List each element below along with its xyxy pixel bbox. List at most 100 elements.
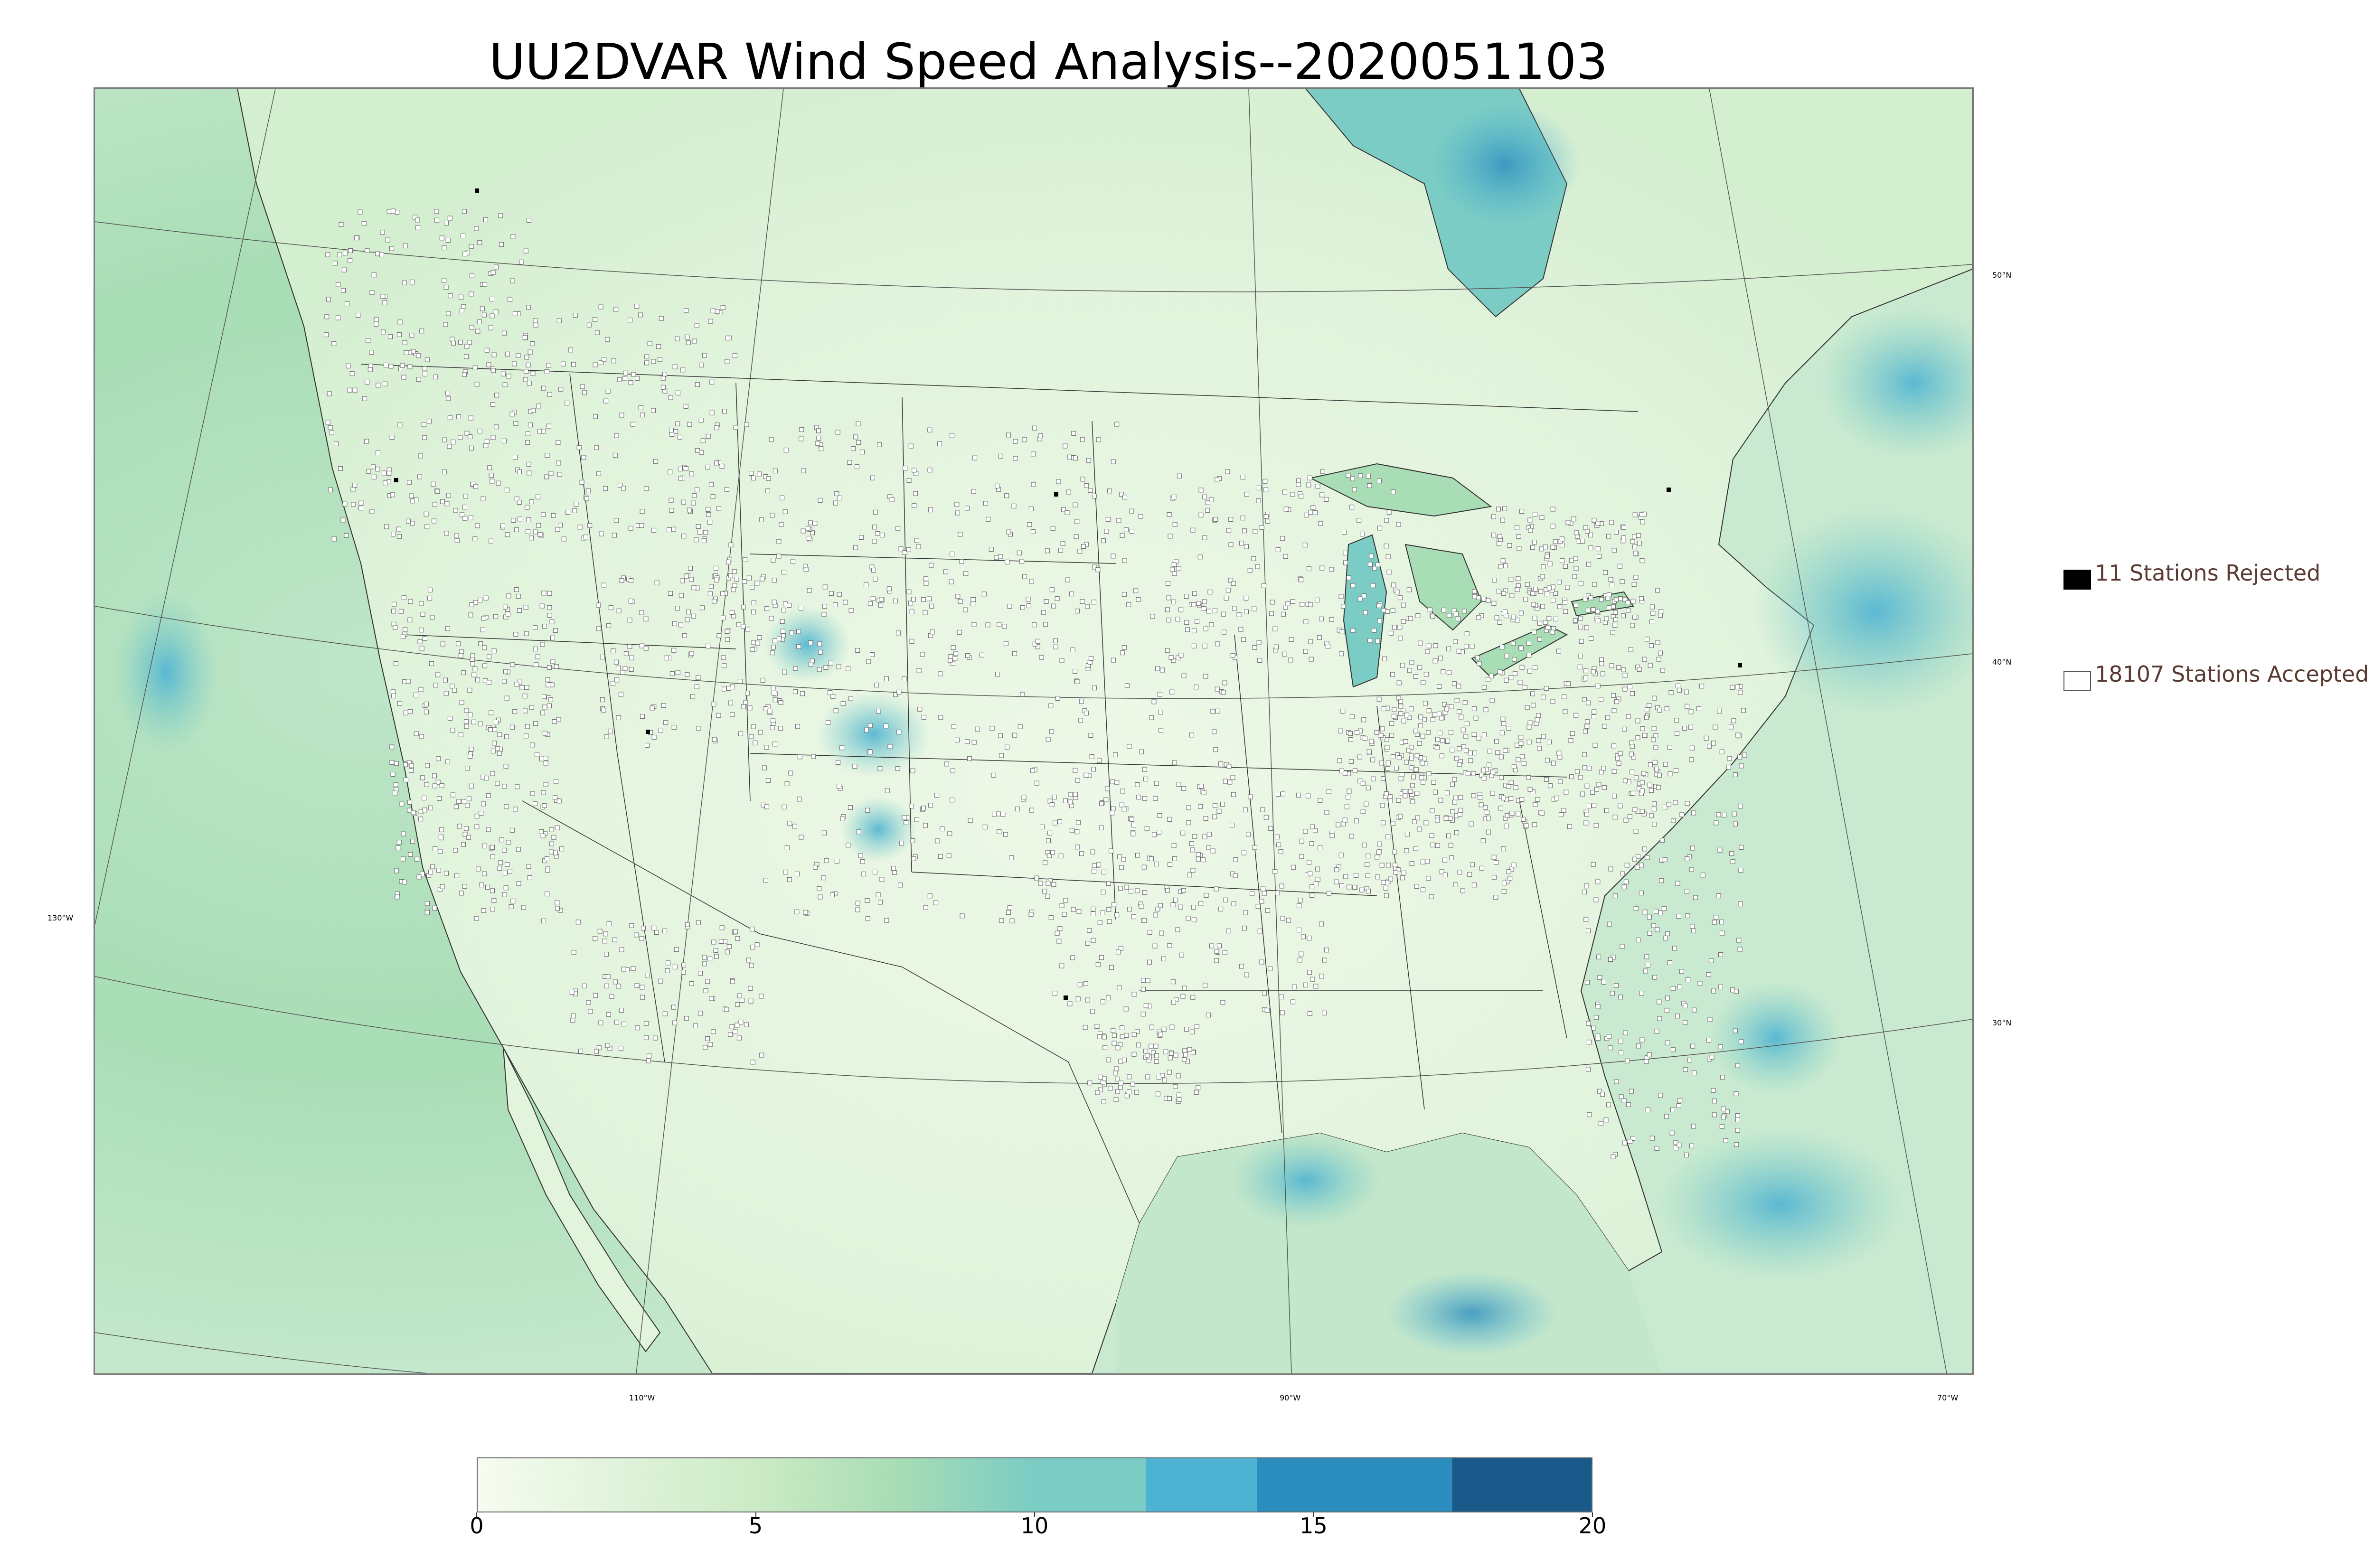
station-accepted-marker bbox=[1092, 685, 1097, 691]
station-accepted-marker bbox=[651, 527, 657, 533]
station-accepted-marker bbox=[694, 684, 699, 689]
station-accepted-marker bbox=[911, 597, 916, 602]
station-accepted-marker bbox=[425, 910, 430, 915]
station-accepted-marker bbox=[350, 487, 356, 492]
station-accepted-marker bbox=[517, 469, 522, 474]
station-accepted-marker bbox=[1051, 603, 1056, 609]
station-accepted-marker bbox=[468, 754, 473, 759]
station-accepted-marker bbox=[1516, 534, 1521, 539]
station-accepted-marker bbox=[1105, 517, 1111, 522]
station-accepted-marker bbox=[1352, 487, 1357, 492]
station-accepted-marker bbox=[1735, 684, 1740, 689]
station-accepted-marker bbox=[1442, 857, 1448, 863]
station-accepted-marker bbox=[601, 707, 606, 713]
station-accepted-marker bbox=[1341, 604, 1346, 609]
station-accepted-marker bbox=[1647, 1052, 1652, 1057]
station-accepted-marker bbox=[623, 370, 628, 376]
station-accepted-marker bbox=[1059, 658, 1065, 663]
station-accepted-marker bbox=[1262, 991, 1267, 996]
station-accepted-marker bbox=[517, 608, 522, 613]
station-accepted-marker bbox=[644, 360, 649, 366]
station-accepted-marker bbox=[1530, 691, 1535, 696]
station-accepted-marker bbox=[1366, 785, 1371, 790]
station-accepted-marker bbox=[422, 796, 427, 800]
station-accepted-marker bbox=[996, 811, 1001, 817]
station-accepted-marker bbox=[395, 210, 400, 215]
station-accepted-marker bbox=[1664, 706, 1669, 711]
station-accepted-marker bbox=[1063, 798, 1068, 803]
station-accepted-marker bbox=[1654, 1146, 1659, 1151]
station-accepted-marker bbox=[1380, 726, 1385, 732]
station-accepted-marker bbox=[1186, 805, 1191, 810]
station-accepted-marker bbox=[902, 815, 907, 820]
station-accepted-marker bbox=[1586, 928, 1591, 933]
station-accepted-marker bbox=[1282, 651, 1287, 657]
station-accepted-marker bbox=[1092, 564, 1097, 570]
station-accepted-marker bbox=[811, 754, 816, 759]
station-accepted-marker bbox=[721, 655, 726, 660]
station-accepted-marker bbox=[1550, 524, 1555, 529]
station-accepted-marker bbox=[1573, 713, 1579, 718]
station-accepted-marker bbox=[1100, 911, 1105, 915]
station-accepted-marker bbox=[408, 599, 413, 604]
station-accepted-marker bbox=[402, 340, 407, 345]
station-accepted-marker bbox=[1349, 505, 1355, 510]
station-accepted-marker bbox=[1400, 772, 1404, 777]
station-accepted-marker bbox=[1458, 807, 1463, 813]
station-accepted-marker bbox=[1651, 807, 1657, 812]
station-accepted-marker bbox=[852, 764, 857, 769]
station-accepted-marker bbox=[1063, 898, 1068, 903]
station-accepted-marker bbox=[744, 422, 749, 427]
station-accepted-marker bbox=[1315, 877, 1320, 882]
station-accepted-marker bbox=[328, 425, 333, 430]
station-accepted-marker bbox=[1053, 644, 1058, 649]
station-accepted-marker bbox=[1106, 995, 1111, 1001]
station-accepted-marker bbox=[784, 845, 790, 850]
station-accepted-marker bbox=[1426, 643, 1432, 648]
station-accepted-marker bbox=[1489, 698, 1495, 703]
station-accepted-marker bbox=[640, 995, 645, 1000]
station-accepted-marker bbox=[1032, 425, 1037, 431]
station-accepted-marker bbox=[772, 638, 778, 643]
station-accepted-marker bbox=[534, 662, 539, 667]
station-accepted-marker bbox=[895, 766, 900, 771]
station-accepted-marker bbox=[1735, 1128, 1740, 1133]
station-accepted-marker bbox=[776, 539, 782, 544]
station-accepted-marker bbox=[1115, 1045, 1121, 1051]
station-accepted-marker bbox=[1539, 515, 1545, 520]
station-accepted-marker bbox=[823, 665, 829, 670]
station-rejected-marker bbox=[1054, 492, 1058, 497]
station-accepted-marker bbox=[1729, 724, 1734, 730]
station-accepted-marker bbox=[1616, 761, 1621, 766]
station-accepted-marker bbox=[1688, 724, 1693, 730]
station-accepted-marker bbox=[970, 601, 976, 607]
station-accepted-marker bbox=[1153, 1043, 1159, 1049]
station-accepted-marker bbox=[1587, 766, 1592, 771]
station-accepted-marker bbox=[340, 517, 346, 523]
station-accepted-marker bbox=[1624, 863, 1630, 868]
station-accepted-marker bbox=[1396, 798, 1401, 803]
station-accepted-marker bbox=[681, 499, 686, 505]
station-accepted-marker bbox=[383, 480, 388, 486]
station-accepted-marker bbox=[1404, 832, 1410, 836]
station-accepted-marker bbox=[1570, 731, 1575, 736]
station-accepted-marker bbox=[645, 742, 650, 748]
station-accepted-marker bbox=[1719, 920, 1724, 925]
station-accepted-marker bbox=[519, 259, 524, 264]
station-accepted-marker bbox=[902, 676, 907, 681]
station-accepted-marker bbox=[1119, 492, 1124, 497]
station-accepted-marker bbox=[1404, 848, 1409, 854]
station-accepted-marker bbox=[1550, 507, 1555, 512]
station-accepted-marker bbox=[1639, 558, 1645, 563]
station-accepted-marker bbox=[1089, 754, 1094, 759]
station-accepted-marker bbox=[1639, 780, 1645, 785]
station-accepted-marker bbox=[1038, 881, 1043, 886]
station-accepted-marker bbox=[1325, 644, 1330, 649]
station-accepted-marker bbox=[1445, 738, 1451, 743]
station-accepted-marker bbox=[1147, 930, 1152, 935]
station-accepted-marker bbox=[864, 727, 869, 732]
station-accepted-marker bbox=[1244, 972, 1249, 977]
station-accepted-marker bbox=[764, 745, 769, 750]
station-accepted-marker bbox=[938, 854, 943, 859]
station-accepted-marker bbox=[1142, 890, 1148, 895]
